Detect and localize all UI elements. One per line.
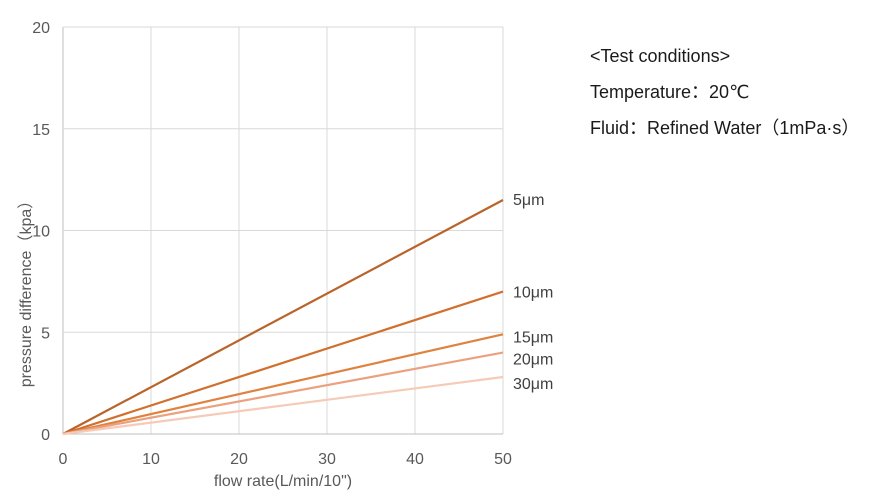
series-labels: 5μm 10μm 15μm 20μm 30μm bbox=[513, 192, 553, 393]
y-tick-label: 5 bbox=[41, 325, 50, 342]
x-tick-label: 40 bbox=[406, 451, 424, 468]
fluid-condition: Fluid：Refined Water（1mPa·s） bbox=[590, 118, 860, 138]
y-axis-title: pressure difference（kpa） bbox=[17, 193, 35, 387]
tick-labels: 0 10 20 30 40 50 0 5 10 15 20 bbox=[32, 20, 512, 468]
series-label: 20μm bbox=[513, 352, 553, 369]
series-lines bbox=[62, 199, 504, 436]
y-tick-label: 20 bbox=[32, 20, 50, 37]
y-tick-label: 15 bbox=[32, 122, 50, 139]
y-tick-label: 0 bbox=[41, 427, 50, 444]
test-conditions-heading: <Test conditions> bbox=[590, 46, 731, 66]
x-tick-label: 50 bbox=[494, 451, 512, 468]
series-line-5μm bbox=[62, 199, 504, 435]
series-label: 30μm bbox=[513, 376, 553, 393]
grid-lines bbox=[62, 26, 504, 435]
series-label: 10μm bbox=[513, 285, 553, 302]
x-tick-label: 10 bbox=[142, 451, 160, 468]
temperature-condition: Temperature：20℃ bbox=[590, 82, 750, 102]
x-axis-title: flow rate(L/min/10") bbox=[214, 473, 352, 490]
y-tick-label: 10 bbox=[32, 224, 50, 241]
test-conditions-panel: <Test conditions> Temperature：20℃ Fluid：… bbox=[590, 38, 859, 146]
series-line-15μm bbox=[62, 333, 504, 436]
series-label: 15μm bbox=[513, 329, 553, 346]
series-label: 5μm bbox=[513, 192, 544, 209]
x-tick-label: 0 bbox=[59, 451, 68, 468]
x-tick-label: 30 bbox=[318, 451, 336, 468]
series-line-30μm bbox=[62, 375, 504, 436]
series-line-10μm bbox=[62, 290, 504, 436]
series-line-20μm bbox=[62, 351, 504, 436]
x-tick-label: 20 bbox=[230, 451, 248, 468]
